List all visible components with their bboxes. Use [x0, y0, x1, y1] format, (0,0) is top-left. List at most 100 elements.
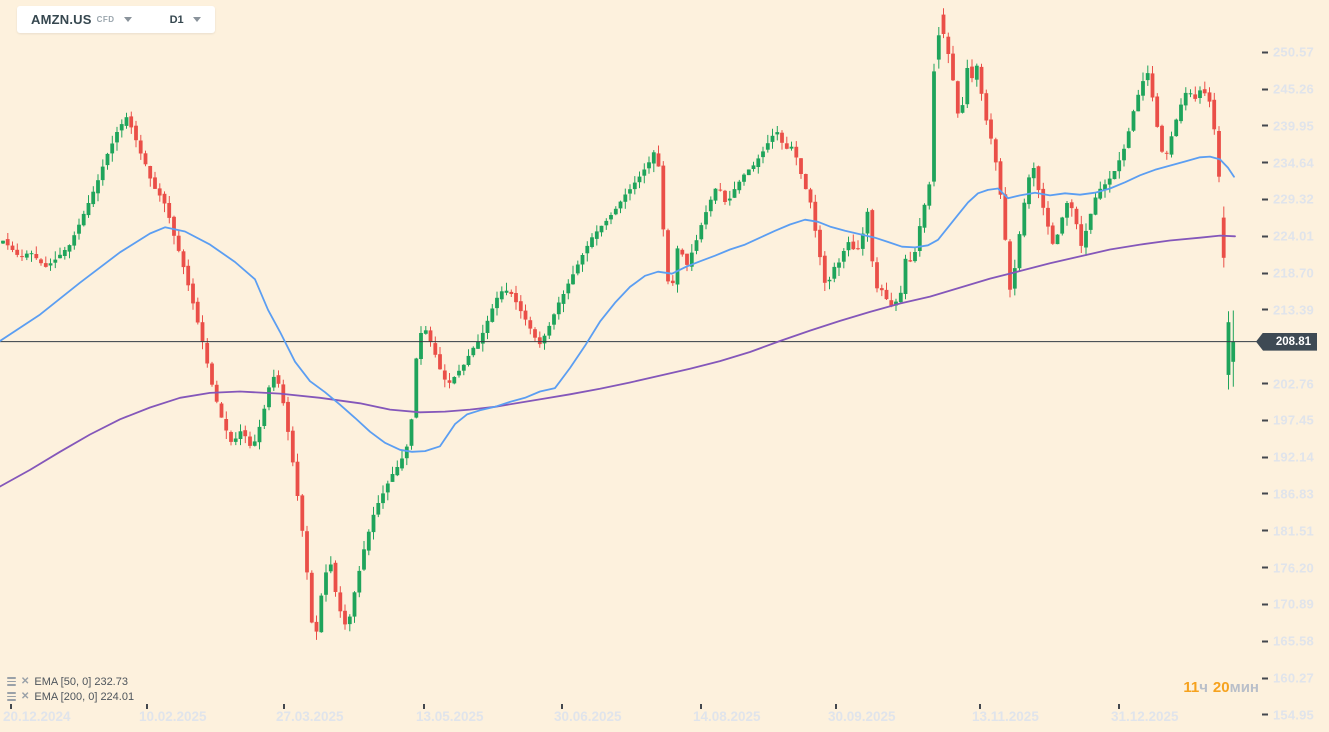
candle [761, 151, 765, 158]
candle [618, 201, 623, 209]
indicator-remove-icon[interactable]: ✕ [21, 675, 30, 687]
candle [167, 203, 172, 218]
candle [1103, 184, 1107, 190]
candle [651, 152, 656, 164]
candle [305, 531, 309, 573]
candle [442, 370, 447, 380]
price-tick: 160.27 [1262, 671, 1314, 686]
candle [870, 210, 875, 262]
candle [704, 212, 708, 225]
indicator-settings-icon[interactable] [7, 692, 16, 701]
candle [851, 241, 856, 250]
candle [1231, 341, 1236, 362]
candle [404, 446, 409, 459]
candle [746, 169, 751, 176]
candle [1174, 119, 1179, 137]
candle [1050, 225, 1055, 244]
candle [115, 132, 119, 143]
candle [590, 237, 594, 247]
candle [680, 249, 685, 255]
candle [319, 595, 324, 633]
candle [371, 514, 376, 533]
price-tick: 192.14 [1262, 450, 1314, 465]
candle [908, 260, 913, 262]
candle [1022, 202, 1027, 236]
candle [523, 310, 528, 320]
candle [594, 231, 599, 239]
candle [471, 347, 476, 356]
candle [1036, 166, 1041, 191]
time-axis[interactable]: 20.12.2024 10.02.2025 27.03.2025 13.05.2025… [0, 702, 1329, 732]
candle [1065, 203, 1069, 218]
price-tick: 165.58 [1262, 634, 1314, 649]
candle [537, 337, 542, 345]
candle [580, 255, 585, 265]
price-tick: 234.64 [1262, 155, 1314, 170]
candle [433, 343, 438, 355]
candle [708, 199, 713, 212]
price-tick: 229.32 [1262, 192, 1314, 207]
candle [922, 204, 927, 228]
countdown-minutes: 20 [1212, 679, 1230, 696]
candle [1060, 217, 1065, 234]
candle [1183, 92, 1188, 106]
candle [542, 335, 547, 344]
candle [718, 189, 723, 191]
candle [637, 176, 642, 183]
symbol-type-label: CFD [96, 15, 115, 24]
candle [96, 180, 100, 194]
symbol-widget: AMZN.US CFD D1 [17, 6, 215, 33]
candle [110, 143, 115, 154]
candle [623, 194, 628, 202]
indicator-remove-icon[interactable]: ✕ [21, 690, 30, 702]
price-tick: 202.76 [1262, 376, 1314, 391]
candle [162, 193, 167, 204]
price-tick: 239.95 [1262, 118, 1314, 133]
candle [1169, 136, 1174, 155]
current-price-value: 208.81 [1275, 335, 1311, 348]
candle [376, 503, 381, 515]
candle [480, 332, 485, 344]
candle [632, 182, 637, 190]
candle [447, 380, 452, 383]
candle [666, 230, 670, 282]
candle [81, 213, 86, 226]
candle [24, 253, 29, 258]
candle [1088, 213, 1093, 230]
candle [1145, 73, 1150, 81]
candle [423, 330, 428, 334]
candle [979, 66, 984, 94]
candle [813, 201, 818, 231]
candle [514, 293, 518, 303]
candle [556, 302, 561, 315]
candle [34, 254, 39, 259]
candle [1003, 194, 1008, 240]
candle [86, 203, 91, 216]
candle [837, 262, 841, 268]
candle [205, 342, 210, 364]
candle [1122, 148, 1126, 161]
candle [628, 189, 632, 194]
candle [699, 225, 704, 240]
candle [499, 291, 504, 300]
candle [39, 259, 43, 264]
candle [1207, 92, 1212, 102]
candle [224, 419, 229, 431]
candle [528, 320, 533, 329]
symbol-selector[interactable]: AMZN.US CFD [23, 6, 140, 33]
candle [400, 458, 404, 469]
candle [366, 531, 371, 551]
timeframe-selector[interactable]: D1 [162, 6, 209, 33]
current-price-badge: 208.81 [1256, 332, 1317, 351]
candle [846, 242, 851, 251]
candle [343, 610, 347, 625]
price-axis[interactable]: 250.57 245.26 239.95 234.64 229.32 224.01 218.… [1262, 0, 1329, 732]
price-tick: 224.01 [1262, 229, 1314, 244]
candle [143, 153, 148, 165]
indicator-settings-icon[interactable] [7, 677, 16, 686]
candle [91, 191, 96, 205]
candle [998, 161, 1003, 195]
candle [984, 93, 989, 121]
